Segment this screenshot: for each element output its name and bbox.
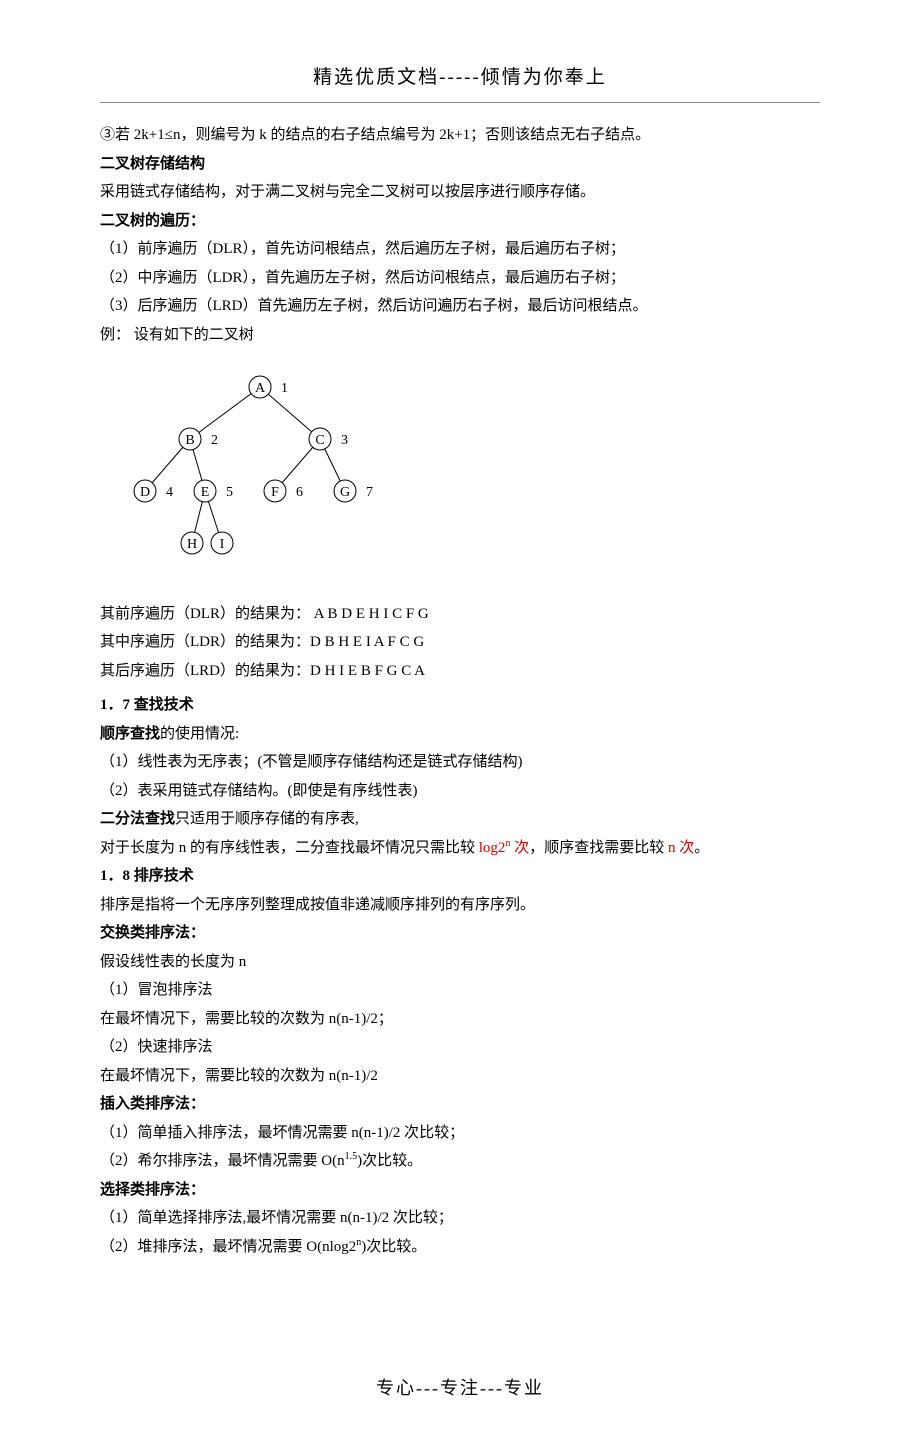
- body-line: （1）简单选择排序法,最坏情况需要 n(n-1)/2 次比较；: [100, 1204, 820, 1233]
- section-heading: 交换类排序法：: [100, 919, 820, 948]
- body-line: （3）后序遍历（LRD）首先遍历左子树，然后访问遍历右子树，最后访问根结点。: [100, 292, 820, 321]
- inline-red: log2n 次: [479, 840, 529, 856]
- body-line: 例： 设有如下的二叉树: [100, 321, 820, 350]
- svg-text:B: B: [185, 433, 194, 448]
- svg-text:A: A: [255, 381, 266, 396]
- body-line: （1）简单插入排序法，最坏情况需要 n(n-1)/2 次比较；: [100, 1119, 820, 1148]
- header-rule: [100, 102, 820, 103]
- inline-bold: 顺序查找: [100, 726, 160, 742]
- svg-text:H: H: [187, 537, 197, 552]
- section-heading: 二叉树存储结构: [100, 150, 820, 179]
- page-footer: 专心---专注---专业: [100, 1371, 820, 1405]
- section-heading: 插入类排序法：: [100, 1090, 820, 1119]
- body-line: 二分法查找只适用于顺序存储的有序表,: [100, 805, 820, 834]
- svg-text:E: E: [201, 485, 210, 500]
- svg-text:3: 3: [341, 433, 348, 448]
- inline-red: n 次: [668, 840, 694, 856]
- body-line: 其前序遍历（DLR）的结果为： A B D E H I C F G: [100, 600, 820, 629]
- inline-sup: 1.5: [345, 1151, 358, 1162]
- body-line: （1）线性表为无序表；(不管是顺序存储结构还是链式存储结构): [100, 748, 820, 777]
- body-line: 其后序遍历（LRD）的结果为：D H I E B F G C A: [100, 657, 820, 686]
- svg-text:C: C: [315, 433, 324, 448]
- svg-text:G: G: [340, 485, 350, 500]
- body-line: （1）冒泡排序法: [100, 976, 820, 1005]
- inline-text: )次比较。: [361, 1239, 426, 1255]
- binary-tree-diagram: A1 B 2 C 3 D 4 E 5 F 6 G 7 H I: [100, 367, 820, 578]
- section-heading: 1．7 查找技术: [100, 691, 820, 720]
- svg-text:F: F: [271, 485, 279, 500]
- svg-text:6: 6: [296, 485, 303, 500]
- body-line: （2）快速排序法: [100, 1033, 820, 1062]
- inline-text: 只适用于顺序存储的有序表,: [175, 811, 359, 827]
- body-line: 采用链式存储结构，对于满二叉树与完全二叉树可以按层序进行顺序存储。: [100, 178, 820, 207]
- body-line: 其中序遍历（LDR）的结果为：D B H E I A F C G: [100, 628, 820, 657]
- body-line: 排序是指将一个无序序列整理成按值非递减顺序排列的有序序列。: [100, 891, 820, 920]
- svg-text:D: D: [140, 485, 150, 500]
- inline-text: 对于长度为 n 的有序线性表，二分查找最坏情况只需比较: [100, 840, 479, 856]
- body-line: （2）中序遍历（LDR），首先遍历左子树，然后访问根结点，最后遍历右子树；: [100, 264, 820, 293]
- page-header: 精选优质文档-----倾情为你奉上: [100, 60, 820, 96]
- inline-text: （2）希尔排序法，最坏情况需要 O(n: [100, 1153, 345, 1169]
- svg-text:5: 5: [226, 485, 233, 500]
- svg-text:4: 4: [166, 485, 173, 500]
- inline-text: （2）堆排序法，最坏情况需要 O(nlog2: [100, 1239, 356, 1255]
- body-line: （2）表采用链式存储结构。(即使是有序线性表): [100, 777, 820, 806]
- body-line: 在最坏情况下，需要比较的次数为 n(n-1)/2；: [100, 1005, 820, 1034]
- body-line: ③若 2k+1≤n，则编号为 k 的结点的右子结点编号为 2k+1；否则该结点无…: [100, 121, 820, 150]
- body-line: （1）前序遍历（DLR），首先访问根结点，然后遍历左子树，最后遍历右子树；: [100, 235, 820, 264]
- inline-text: )次比较。: [357, 1153, 422, 1169]
- svg-text:2: 2: [211, 433, 218, 448]
- body-line: 对于长度为 n 的有序线性表，二分查找最坏情况只需比较 log2n 次，顺序查找…: [100, 834, 820, 863]
- inline-bold: 二分法查找: [100, 811, 175, 827]
- body-line: 假设线性表的长度为 n: [100, 948, 820, 977]
- body-line: （2）希尔排序法，最坏情况需要 O(n1.5)次比较。: [100, 1147, 820, 1176]
- section-heading: 选择类排序法：: [100, 1176, 820, 1205]
- section-heading: 1．8 排序技术: [100, 862, 820, 891]
- section-heading: 二叉树的遍历：: [100, 207, 820, 236]
- body-line: 顺序查找的使用情况:: [100, 720, 820, 749]
- inline-text: 的使用情况:: [160, 726, 239, 742]
- inline-text: 。: [694, 840, 709, 856]
- inline-text: ，顺序查找需要比较: [529, 840, 668, 856]
- body-line: （2）堆排序法，最坏情况需要 O(nlog2n)次比较。: [100, 1233, 820, 1262]
- svg-text:7: 7: [366, 485, 373, 500]
- body-line: 在最坏情况下，需要比较的次数为 n(n-1)/2: [100, 1062, 820, 1091]
- svg-text:1: 1: [281, 381, 288, 396]
- svg-text:I: I: [220, 537, 225, 552]
